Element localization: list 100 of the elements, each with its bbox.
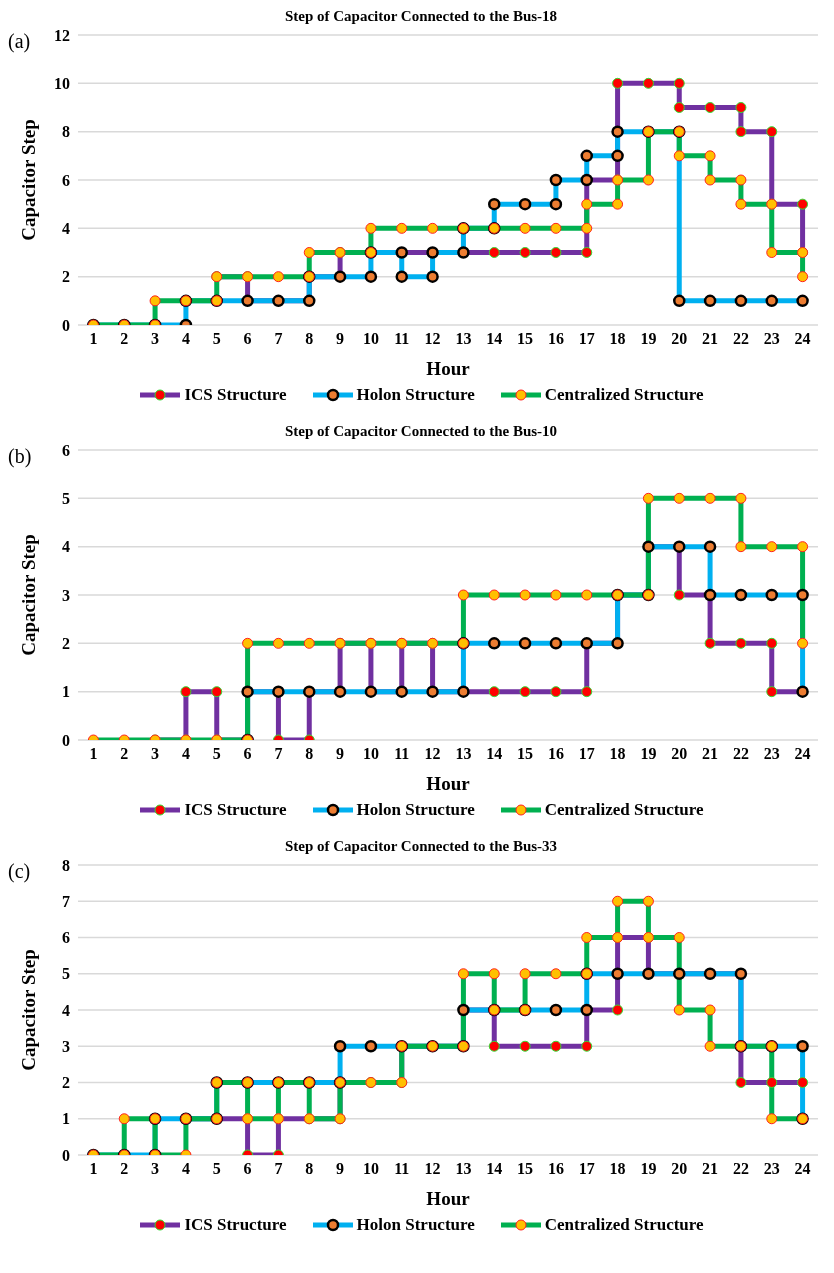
x-tick-label: 6 bbox=[243, 1160, 252, 1178]
x-tick-label: 18 bbox=[609, 1160, 626, 1178]
x-tick-label: 7 bbox=[274, 330, 283, 348]
x-tick-label: 13 bbox=[455, 745, 472, 763]
x-tick-label: 14 bbox=[486, 745, 503, 763]
x-tick-label: 5 bbox=[212, 1160, 221, 1178]
y-tick-label: 3 bbox=[62, 1037, 70, 1055]
x-tick-label: 2 bbox=[120, 1160, 129, 1178]
y-tick-label: 1 bbox=[62, 683, 70, 701]
chart-title: Step of Capacitor Connected to the Bus-18 bbox=[283, 8, 559, 25]
x-tick-label: 16 bbox=[547, 745, 564, 763]
x-tick-label: 10 bbox=[362, 1160, 379, 1178]
y-tick-label: 5 bbox=[62, 965, 70, 983]
y-tick-label: 6 bbox=[62, 441, 70, 459]
x-tick-label: 9 bbox=[336, 1160, 345, 1178]
x-tick-label: 11 bbox=[394, 1160, 410, 1178]
x-tick-label: 4 bbox=[181, 1160, 190, 1178]
x-tick-label: 3 bbox=[151, 745, 160, 763]
chart-title: Step of Capacitor Connected to the Bus-33 bbox=[283, 838, 559, 855]
x-tick-label: 7 bbox=[274, 745, 283, 763]
x-tick-label: 13 bbox=[455, 1160, 472, 1178]
text: (a) bbox=[8, 30, 31, 53]
x-tick-label: 19 bbox=[640, 1160, 657, 1178]
x-tick-label: 4 bbox=[181, 330, 190, 348]
x-tick-label: 7 bbox=[274, 1160, 283, 1178]
x-tick-label: 15 bbox=[517, 745, 534, 763]
x-tick-label: 23 bbox=[763, 330, 780, 348]
x-tick-label: 17 bbox=[578, 330, 595, 348]
x-tick-label: 12 bbox=[424, 330, 441, 348]
x-tick-label: 15 bbox=[517, 1160, 534, 1178]
y-tick-label: 4 bbox=[62, 1001, 70, 1019]
text: (b) bbox=[8, 445, 32, 468]
y-tick-label: 0 bbox=[62, 1146, 70, 1164]
x-tick-label: 17 bbox=[578, 745, 595, 763]
x-tick-label: 2 bbox=[120, 745, 129, 763]
y-tick-label: 4 bbox=[62, 538, 70, 556]
x-tick-label: 12 bbox=[424, 1160, 441, 1178]
y-tick-label: 6 bbox=[62, 929, 70, 947]
x-tick-label: 3 bbox=[151, 1160, 160, 1178]
x-tick-label: 17 bbox=[578, 1160, 595, 1178]
x-tick-label: 11 bbox=[394, 330, 410, 348]
x-tick-label: 3 bbox=[151, 330, 160, 348]
x-tick-label: 21 bbox=[702, 330, 719, 348]
y-tick-label: 2 bbox=[62, 635, 70, 653]
y-tick-label: 4 bbox=[62, 220, 70, 238]
x-tick-label: 9 bbox=[336, 330, 345, 348]
x-axis-title: Hour bbox=[426, 773, 471, 794]
x-tick-label: 6 bbox=[243, 330, 252, 348]
x-tick-label: 20 bbox=[671, 330, 688, 348]
x-tick-label: 1 bbox=[89, 1160, 98, 1178]
y-tick-label: 6 bbox=[62, 171, 70, 189]
x-tick-label: 13 bbox=[455, 330, 472, 348]
legend-label: Holon Structure bbox=[356, 385, 475, 405]
text: (c) bbox=[8, 860, 31, 883]
x-tick-label: 11 bbox=[394, 745, 410, 763]
x-tick-label: 22 bbox=[732, 745, 749, 763]
x-tick-label: 4 bbox=[181, 745, 190, 763]
x-tick-label: 5 bbox=[212, 330, 221, 348]
x-tick-label: 5 bbox=[212, 745, 221, 763]
y-tick-label: 7 bbox=[62, 892, 70, 910]
x-tick-label: 23 bbox=[763, 1160, 780, 1178]
x-tick-label: 12 bbox=[424, 745, 441, 763]
y-tick-label: 0 bbox=[62, 316, 70, 334]
y-tick-label: 2 bbox=[62, 268, 70, 286]
x-tick-label: 16 bbox=[547, 1160, 564, 1178]
x-tick-label: 18 bbox=[609, 330, 626, 348]
x-tick-label: 24 bbox=[794, 330, 811, 348]
legend-label: Centralized Structure bbox=[544, 1215, 704, 1235]
x-tick-label: 8 bbox=[305, 745, 314, 763]
x-tick-label: 16 bbox=[547, 330, 564, 348]
x-tick-label: 10 bbox=[362, 330, 379, 348]
y-axis-title: Capacitor Step bbox=[17, 949, 39, 1071]
x-tick-label: 22 bbox=[732, 1160, 749, 1178]
y-tick-label: 3 bbox=[62, 586, 70, 604]
y-tick-label: 8 bbox=[62, 123, 70, 141]
legend-label: Holon Structure bbox=[356, 1215, 475, 1235]
x-tick-label: 21 bbox=[702, 1160, 719, 1178]
y-tick-label: 5 bbox=[62, 490, 70, 508]
x-tick-label: 19 bbox=[640, 330, 657, 348]
x-tick-label: 24 bbox=[794, 745, 811, 763]
x-tick-label: 20 bbox=[671, 1160, 688, 1178]
x-tick-label: 10 bbox=[362, 745, 379, 763]
y-tick-label: 10 bbox=[54, 75, 70, 93]
legend-label: ICS Structure bbox=[184, 1215, 287, 1235]
x-tick-label: 24 bbox=[794, 1160, 811, 1178]
y-tick-label: 8 bbox=[62, 856, 70, 874]
x-tick-label: 8 bbox=[305, 330, 314, 348]
legend-label: ICS Structure bbox=[184, 800, 287, 820]
legend-label: Centralized Structure bbox=[544, 800, 704, 820]
y-axis-title: Capacitor Step bbox=[17, 119, 39, 241]
chart-title: Step of Capacitor Connected to the Bus-10 bbox=[283, 423, 559, 440]
x-tick-label: 15 bbox=[517, 330, 534, 348]
y-tick-label: 2 bbox=[62, 1074, 70, 1092]
legend-label: Holon Structure bbox=[356, 800, 475, 820]
y-tick-label: 12 bbox=[54, 26, 70, 44]
x-tick-label: 22 bbox=[732, 330, 749, 348]
x-tick-label: 14 bbox=[486, 1160, 503, 1178]
x-tick-label: 8 bbox=[305, 1160, 314, 1178]
x-tick-label: 6 bbox=[243, 745, 252, 763]
x-tick-label: 14 bbox=[486, 330, 503, 348]
